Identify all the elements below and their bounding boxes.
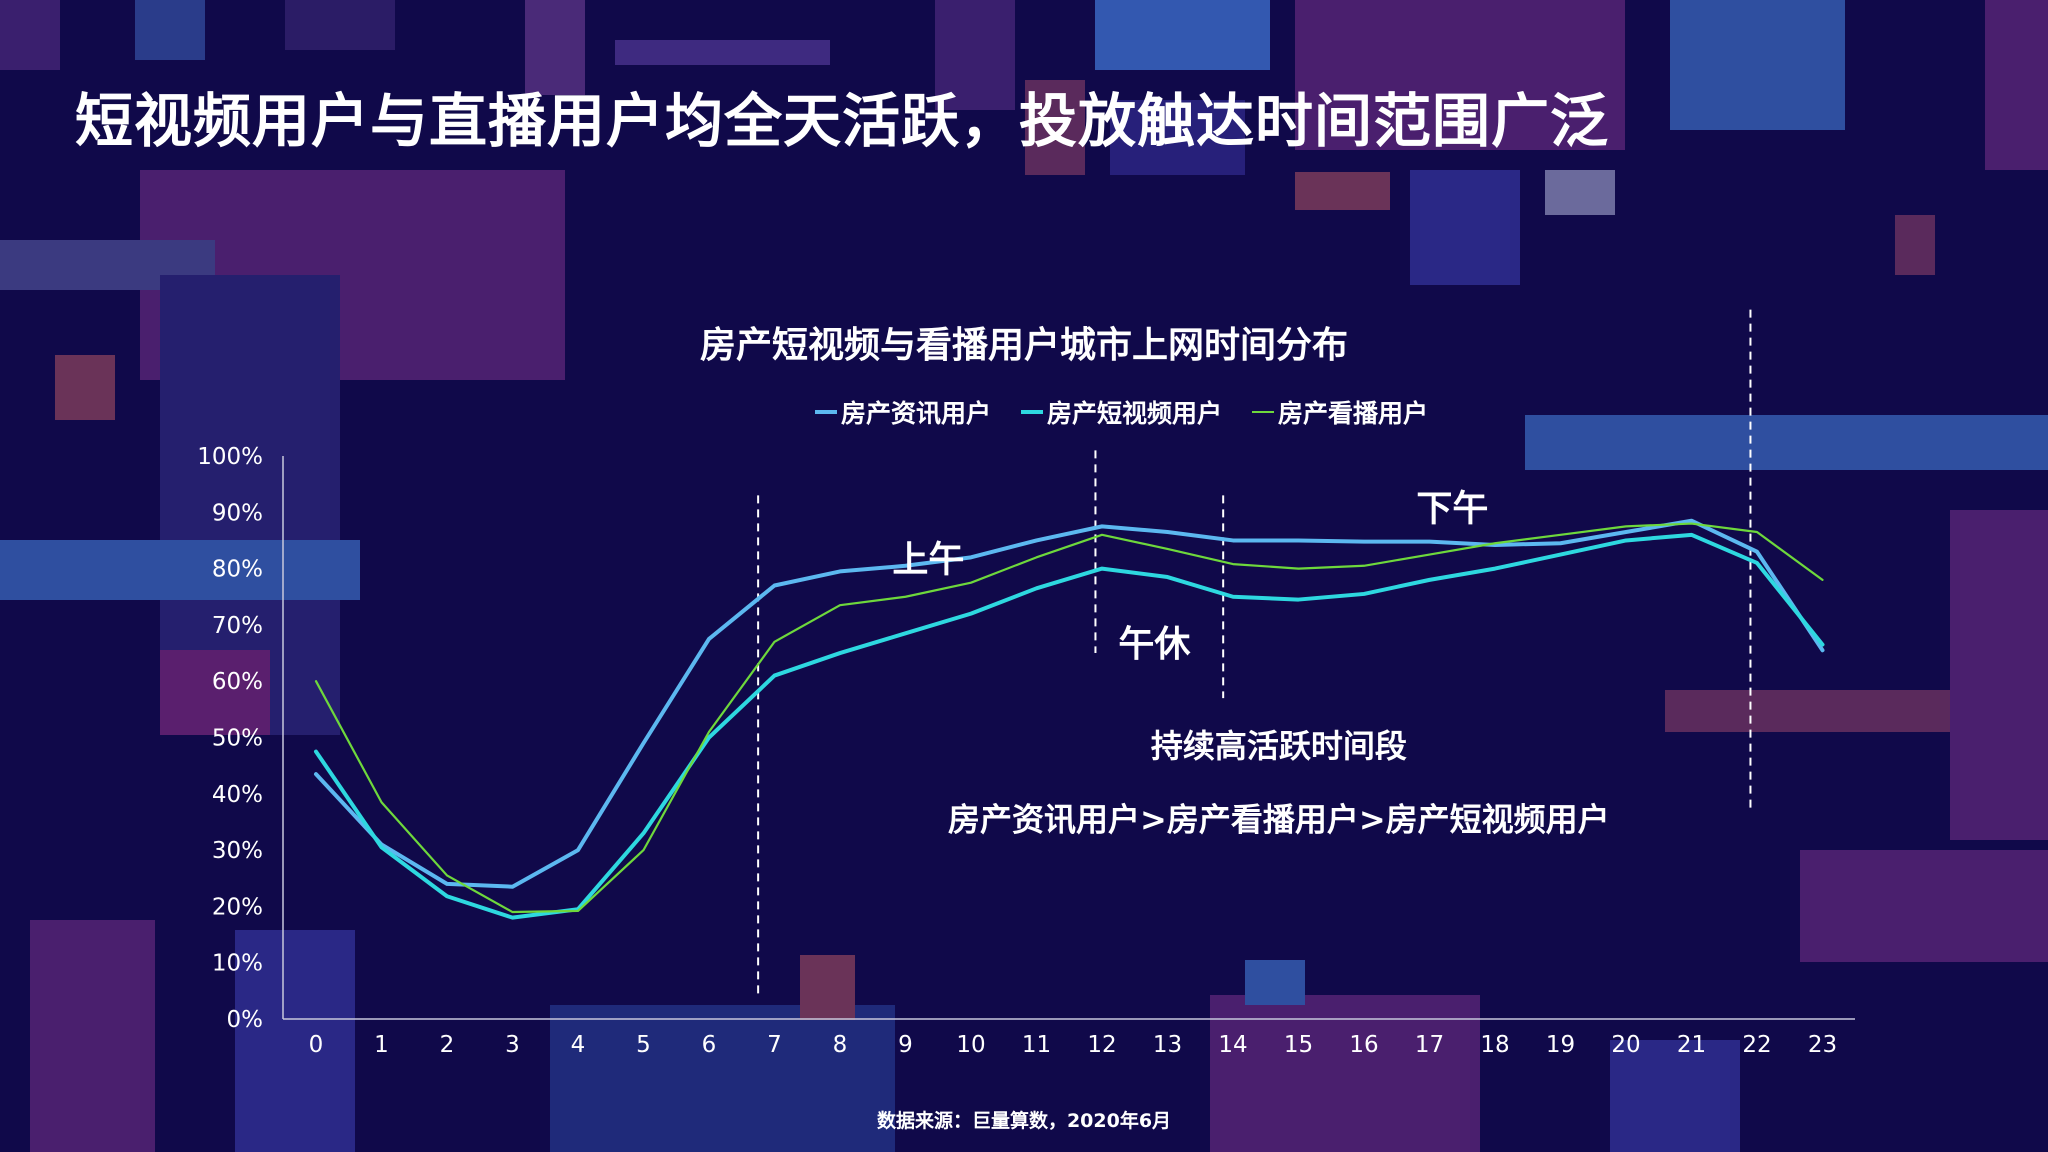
x-tick-label: 11	[1022, 1032, 1051, 1058]
bg-block	[1985, 0, 2048, 170]
legend-swatch-info	[815, 410, 837, 414]
bg-block	[525, 0, 585, 95]
x-tick-label: 16	[1349, 1032, 1378, 1058]
y-tick-label: 70%	[212, 613, 263, 639]
annotation-noon-break: 午休	[1118, 624, 1191, 665]
x-tick-label: 5	[636, 1032, 651, 1058]
bg-block	[1210, 995, 1480, 1152]
chart-axes	[282, 456, 1855, 1020]
chart-ticks: 0%10%20%30%40%50%60%70%80%90%100%0 1 2 3 4 5 6…	[197, 444, 1837, 1058]
chart-series	[314, 518, 1825, 920]
y-tick-label: 80%	[212, 557, 263, 583]
chart-guides	[757, 309, 1752, 997]
y-tick-label: 10%	[212, 951, 263, 977]
bg-block	[30, 920, 155, 1152]
page-title: 短视频用户与直播用户均全天活跃，投放触达时间范围广泛	[75, 87, 1610, 155]
bg-block	[615, 40, 830, 65]
x-tick-label: 10	[956, 1032, 985, 1058]
bg-block	[160, 650, 270, 735]
legend-item-live: 房产看播用户	[1252, 394, 1428, 430]
bg-block	[1610, 1040, 1740, 1152]
y-tick-label: 50%	[212, 726, 263, 752]
bg-block	[0, 0, 60, 70]
x-tick-label: 4	[571, 1032, 586, 1058]
bg-block	[1110, 100, 1245, 175]
x-tick-label: 9	[898, 1032, 913, 1058]
y-tick-label: 90%	[212, 500, 263, 526]
bg-block	[1800, 850, 2048, 962]
legend-swatch-live	[1252, 411, 1275, 413]
series-line-1	[314, 532, 1825, 920]
bg-block	[135, 0, 205, 60]
bg-block	[1295, 172, 1390, 210]
x-tick-label: 12	[1087, 1032, 1116, 1058]
bg-block	[1245, 960, 1305, 1005]
x-tick-label: 18	[1480, 1032, 1509, 1058]
x-tick-label: 17	[1415, 1032, 1444, 1058]
x-tick-label: 8	[833, 1032, 848, 1058]
series-line-0	[314, 518, 1825, 889]
bg-block	[1665, 690, 1950, 732]
x-tick-label: 14	[1218, 1032, 1247, 1058]
y-tick-label: 60%	[212, 669, 263, 695]
chart-legend: 房产资讯用户 房产短视频用户 房产看播用户	[815, 394, 1428, 430]
legend-label-live: 房产看播用户	[1278, 399, 1429, 428]
bg-block	[550, 1005, 895, 1152]
bg-block	[1410, 170, 1520, 285]
legend-swatch-shortvideo	[1021, 410, 1044, 414]
bg-block	[1525, 415, 2048, 470]
y-tick-label: 40%	[212, 782, 263, 808]
legend-label-info: 房产资讯用户	[841, 399, 992, 428]
bg-block	[935, 0, 1015, 110]
bg-block	[0, 540, 360, 600]
chart-title: 房产短视频与看播用户城市上网时间分布	[699, 325, 1348, 366]
series-line-2	[314, 522, 1824, 914]
bg-block	[1950, 510, 2048, 840]
x-tick-label: 19	[1546, 1032, 1575, 1058]
x-tick-label: 6	[702, 1032, 717, 1058]
x-tick-label: 2	[440, 1032, 455, 1058]
bg-block	[1545, 170, 1615, 215]
y-tick-label: 100%	[197, 444, 263, 470]
annotation-ranking: 房产资讯用户>房产看播用户>房产短视频用户	[948, 800, 1610, 838]
legend-item-shortvideo: 房产短视频用户	[1021, 394, 1222, 430]
bg-block	[1295, 0, 1625, 150]
annotation-active-period: 持续高活跃时间段	[1151, 727, 1407, 765]
annotation-morning: 上午	[892, 539, 964, 580]
bg-block	[1895, 215, 1935, 275]
bg-block	[55, 355, 115, 420]
bg-block	[1095, 0, 1270, 70]
x-tick-label: 22	[1742, 1032, 1771, 1058]
x-tick-label: 1	[374, 1032, 389, 1058]
y-tick-label: 20%	[212, 894, 263, 920]
bg-block	[285, 0, 395, 50]
legend-item-info: 房产资讯用户	[815, 394, 991, 430]
x-tick-label: 13	[1153, 1032, 1182, 1058]
x-tick-label: 3	[505, 1032, 520, 1058]
bg-block	[1025, 80, 1085, 175]
y-tick-label: 0%	[227, 1007, 264, 1033]
legend-label-shortvideo: 房产短视频用户	[1047, 399, 1223, 428]
x-tick-label: 7	[767, 1032, 782, 1058]
y-tick-label: 30%	[212, 838, 263, 864]
bg-block	[235, 930, 355, 1152]
x-tick-label: 23	[1808, 1032, 1837, 1058]
x-tick-label: 0	[309, 1032, 324, 1058]
annotation-afternoon: 下午	[1416, 489, 1488, 530]
bg-block	[1670, 0, 1845, 130]
data-source: 数据来源：巨量算数，2020年6月	[876, 1110, 1172, 1132]
x-tick-label: 20	[1611, 1032, 1640, 1058]
x-tick-label: 21	[1677, 1032, 1706, 1058]
x-tick-label: 15	[1284, 1032, 1313, 1058]
bg-block	[800, 955, 855, 1020]
